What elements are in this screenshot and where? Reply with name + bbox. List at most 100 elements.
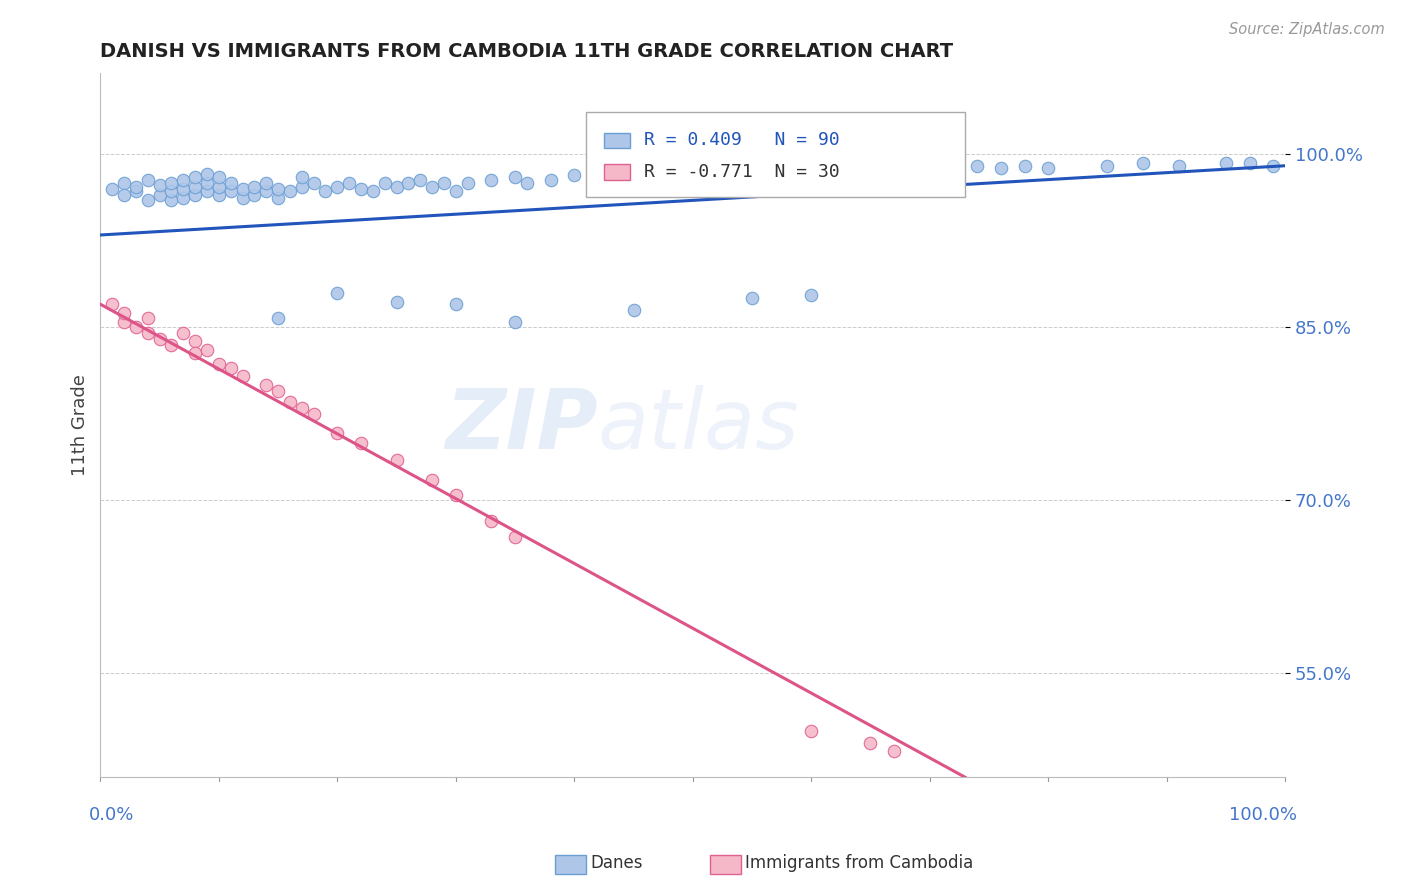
- Text: Danes: Danes: [591, 855, 643, 872]
- Point: [444, 297, 467, 311]
- Point: [396, 176, 419, 190]
- Point: [243, 187, 266, 202]
- Text: 0.0%: 0.0%: [89, 806, 134, 824]
- Point: [682, 164, 704, 178]
- Text: atlas: atlas: [598, 384, 800, 466]
- Point: [966, 159, 988, 173]
- Point: [433, 176, 456, 190]
- Point: [172, 172, 194, 186]
- Point: [361, 184, 384, 198]
- Y-axis label: 11th Grade: 11th Grade: [72, 375, 89, 476]
- Point: [112, 306, 135, 320]
- Point: [894, 159, 917, 173]
- Point: [540, 172, 562, 186]
- Point: [125, 320, 148, 334]
- Point: [883, 744, 905, 758]
- Point: [231, 191, 253, 205]
- Point: [112, 314, 135, 328]
- Point: [112, 176, 135, 190]
- Point: [291, 170, 314, 185]
- Point: [302, 176, 325, 190]
- Bar: [605, 133, 630, 148]
- Point: [634, 164, 657, 178]
- Point: [149, 187, 172, 202]
- Point: [350, 435, 373, 450]
- Point: [101, 182, 124, 196]
- Point: [800, 724, 823, 739]
- Point: [516, 176, 538, 190]
- Point: [1167, 159, 1189, 173]
- Point: [195, 167, 218, 181]
- Point: [160, 194, 183, 208]
- Text: ZIP: ZIP: [446, 384, 598, 466]
- Point: [1263, 159, 1285, 173]
- Point: [990, 161, 1012, 175]
- Point: [219, 360, 242, 375]
- Point: [231, 182, 253, 196]
- FancyBboxPatch shape: [586, 112, 966, 196]
- Point: [267, 311, 290, 326]
- Point: [706, 170, 728, 185]
- Point: [326, 285, 349, 300]
- Point: [149, 332, 172, 346]
- Point: [385, 179, 408, 194]
- Text: Source: ZipAtlas.com: Source: ZipAtlas.com: [1229, 22, 1385, 37]
- Point: [503, 170, 526, 185]
- Point: [918, 164, 941, 178]
- Point: [243, 179, 266, 194]
- Point: [337, 176, 360, 190]
- Point: [208, 357, 231, 371]
- Point: [444, 184, 467, 198]
- Point: [125, 179, 148, 194]
- Point: [136, 326, 159, 340]
- Point: [623, 303, 645, 318]
- Point: [136, 172, 159, 186]
- Point: [326, 426, 349, 441]
- Point: [172, 326, 194, 340]
- Point: [254, 176, 277, 190]
- Point: [219, 176, 242, 190]
- Point: [231, 368, 253, 383]
- Point: [824, 164, 846, 178]
- Point: [741, 292, 763, 306]
- Point: [136, 194, 159, 208]
- Point: [503, 314, 526, 328]
- Point: [184, 179, 207, 194]
- Point: [859, 736, 882, 750]
- Point: [112, 187, 135, 202]
- Text: R = 0.409   N = 90: R = 0.409 N = 90: [644, 131, 839, 149]
- Point: [350, 182, 373, 196]
- Point: [172, 182, 194, 196]
- Point: [160, 337, 183, 351]
- Point: [208, 170, 231, 185]
- Bar: [605, 164, 630, 179]
- Point: [160, 176, 183, 190]
- Point: [254, 378, 277, 392]
- Point: [479, 172, 502, 186]
- Point: [503, 530, 526, 544]
- Text: DANISH VS IMMIGRANTS FROM CAMBODIA 11TH GRADE CORRELATION CHART: DANISH VS IMMIGRANTS FROM CAMBODIA 11TH …: [100, 42, 953, 61]
- Point: [125, 184, 148, 198]
- Point: [1038, 161, 1060, 175]
- Point: [267, 182, 290, 196]
- Point: [1014, 159, 1036, 173]
- Point: [776, 164, 799, 178]
- Point: [420, 473, 443, 487]
- Point: [184, 345, 207, 359]
- Point: [149, 178, 172, 193]
- Point: [278, 395, 301, 409]
- Point: [219, 184, 242, 198]
- Point: [208, 187, 231, 202]
- Text: R = -0.771  N = 30: R = -0.771 N = 30: [644, 163, 839, 181]
- Point: [848, 161, 870, 175]
- Text: 100.0%: 100.0%: [1229, 806, 1296, 824]
- Point: [800, 288, 823, 302]
- Point: [195, 184, 218, 198]
- Point: [1239, 156, 1261, 170]
- Point: [291, 179, 314, 194]
- Point: [385, 453, 408, 467]
- Point: [267, 384, 290, 398]
- Point: [409, 172, 432, 186]
- Point: [267, 191, 290, 205]
- Point: [160, 184, 183, 198]
